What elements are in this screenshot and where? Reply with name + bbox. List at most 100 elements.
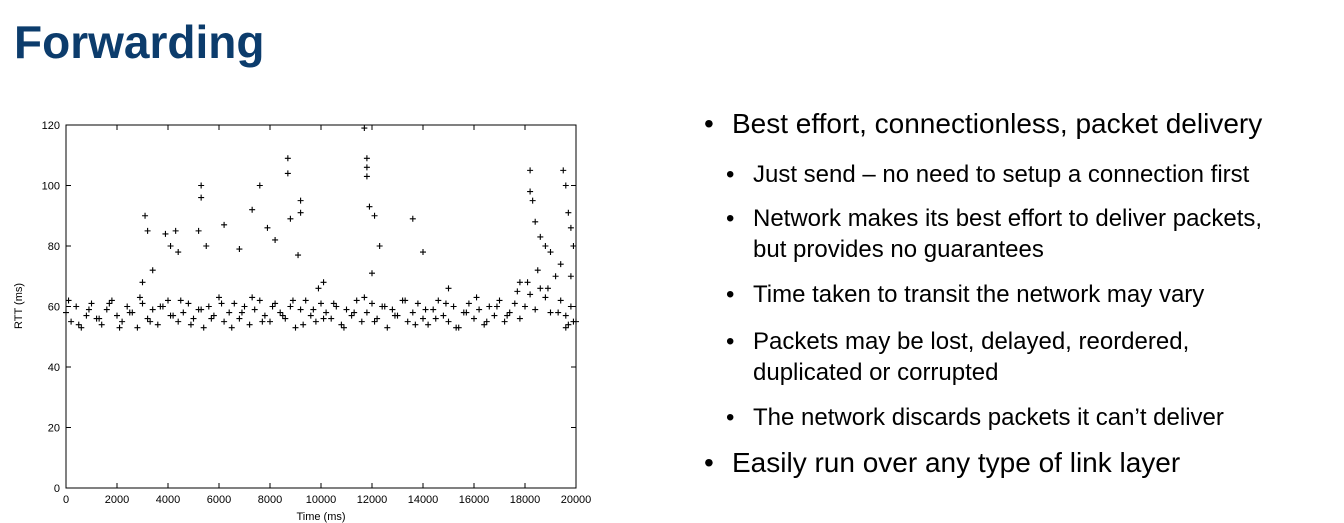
data-point <box>136 294 143 301</box>
data-point <box>259 318 266 325</box>
data-point <box>542 243 549 249</box>
data-point <box>465 300 472 307</box>
y-axis-label: RTT (ms) <box>13 283 25 329</box>
data-point <box>547 309 554 316</box>
sub-bullet-text: Just send – no need to setup a connectio… <box>753 161 1250 188</box>
data-point <box>287 215 294 222</box>
data-point <box>343 306 350 313</box>
data-point <box>348 312 355 319</box>
data-point <box>208 315 215 322</box>
data-point <box>267 318 273 325</box>
data-point <box>312 318 319 325</box>
data-point <box>198 306 205 313</box>
data-point <box>226 309 233 316</box>
data-point <box>557 261 564 268</box>
data-point <box>116 324 123 331</box>
data-point <box>98 321 105 328</box>
data-point <box>409 309 416 316</box>
data-point <box>511 300 518 307</box>
data-point <box>358 318 365 325</box>
data-point <box>425 321 432 328</box>
data-point <box>249 294 256 301</box>
data-point <box>527 167 534 174</box>
data-point <box>310 306 317 313</box>
data-point <box>420 249 426 256</box>
data-point <box>195 227 202 234</box>
data-point <box>338 321 345 328</box>
data-point <box>157 303 164 310</box>
y-tick-label: 60 <box>48 302 60 314</box>
data-point <box>476 306 483 313</box>
data-point <box>404 318 411 325</box>
data-point <box>527 291 534 298</box>
data-point <box>279 312 286 319</box>
data-point <box>228 324 235 331</box>
data-point <box>534 267 541 274</box>
data-point <box>547 249 554 256</box>
x-axis-label: Time (ms) <box>296 511 345 523</box>
data-point <box>297 197 304 204</box>
bullet-glyph: • <box>726 328 734 355</box>
x-tick-label: 18000 <box>510 494 541 506</box>
data-point <box>491 312 498 319</box>
data-point <box>216 294 222 301</box>
data-point <box>241 303 248 310</box>
data-point <box>537 285 544 292</box>
data-point <box>320 315 327 322</box>
data-point <box>369 300 375 307</box>
bullet-glyph: • <box>726 205 734 232</box>
data-point <box>172 227 179 234</box>
data-point <box>527 188 534 195</box>
data-point <box>144 315 151 322</box>
data-point <box>256 182 263 189</box>
data-point <box>567 303 574 310</box>
data-point <box>514 288 521 295</box>
data-point <box>218 300 225 307</box>
data-point <box>167 243 174 249</box>
data-point <box>302 297 309 304</box>
data-point <box>198 194 205 201</box>
bullet-glyph: • <box>726 161 734 188</box>
data-point <box>363 309 370 316</box>
data-point <box>371 318 378 325</box>
data-point <box>284 170 291 177</box>
data-point <box>565 209 572 216</box>
data-point <box>287 303 294 310</box>
data-point <box>391 312 398 319</box>
data-point <box>231 300 238 307</box>
data-point <box>363 173 370 180</box>
data-point <box>389 306 396 313</box>
data-point <box>108 297 115 304</box>
data-point <box>471 315 477 322</box>
sub-bullet-text: duplicated or corrupted <box>753 359 998 386</box>
data-point <box>78 324 85 331</box>
x-tick-label: 2000 <box>105 494 129 506</box>
data-point <box>147 318 154 325</box>
data-point <box>142 212 149 219</box>
x-tick-label: 12000 <box>357 494 388 506</box>
data-point <box>269 303 276 310</box>
data-point <box>481 321 488 328</box>
data-point <box>565 321 572 328</box>
data-point <box>432 315 439 322</box>
data-point <box>261 312 268 319</box>
y-tick-label: 100 <box>42 181 60 193</box>
data-point <box>139 279 146 286</box>
data-point <box>522 303 528 310</box>
data-point <box>272 300 279 307</box>
data-point <box>529 197 536 204</box>
data-point <box>524 279 531 286</box>
bullet-glyph: • <box>704 108 714 139</box>
data-point <box>361 125 368 132</box>
data-point <box>124 303 131 310</box>
data-point <box>440 312 447 319</box>
bullet-glyph: • <box>726 404 734 431</box>
data-point <box>567 224 574 231</box>
data-point <box>65 297 72 304</box>
bullet-text: Easily run over any type of link layer <box>732 447 1180 478</box>
data-point <box>496 297 503 304</box>
data-point <box>323 309 330 316</box>
data-point <box>562 182 569 189</box>
data-point <box>103 306 110 313</box>
